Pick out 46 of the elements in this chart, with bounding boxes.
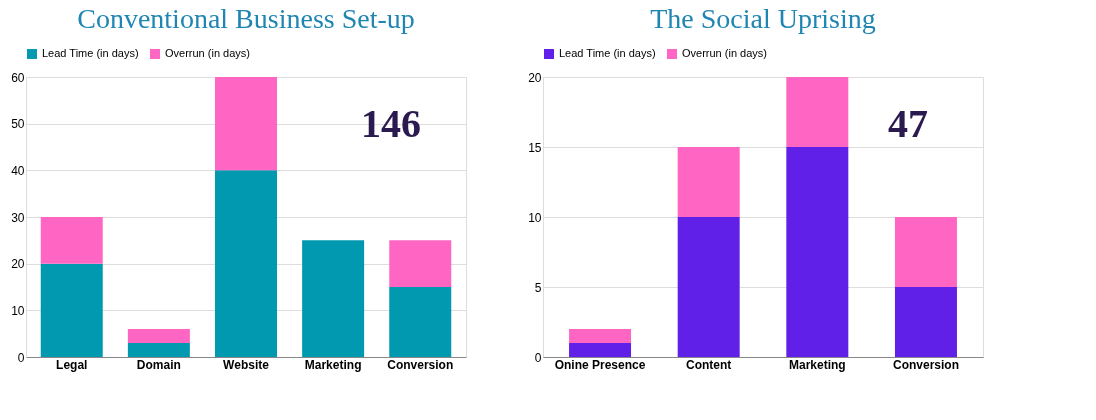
chart-title: The Social Uprising bbox=[650, 3, 876, 34]
bar bbox=[215, 170, 277, 357]
y-tick-label: 10 bbox=[528, 210, 542, 225]
legend-label: Overrun (in days) bbox=[165, 47, 250, 59]
legend-label: Overrun (in days) bbox=[682, 47, 767, 59]
x-tick-label: Marketing bbox=[788, 357, 846, 372]
bar bbox=[389, 287, 452, 357]
x-tick-label: Domain bbox=[136, 357, 181, 372]
y-tick-label: 60 bbox=[11, 70, 25, 85]
y-tick-label: 30 bbox=[11, 210, 25, 225]
bar bbox=[40, 217, 103, 264]
x-tick-label: Legal bbox=[56, 357, 88, 372]
x-tick-label: Marketing bbox=[304, 357, 362, 372]
y-tick-label: 15 bbox=[528, 140, 542, 155]
annotation: 47 bbox=[888, 101, 928, 146]
y-tick-label: 0 bbox=[17, 350, 25, 365]
bar bbox=[215, 77, 277, 171]
bar bbox=[786, 77, 849, 147]
chart-title: Conventional Business Set-up bbox=[77, 3, 415, 34]
bar bbox=[569, 329, 632, 343]
bar bbox=[127, 343, 190, 357]
bar bbox=[389, 240, 452, 287]
legend-label: Lead Time (in days) bbox=[42, 47, 139, 59]
y-tick-label: 5 bbox=[534, 280, 542, 295]
y-tick-label: 20 bbox=[528, 70, 542, 85]
x-tick-label: Content bbox=[686, 357, 732, 372]
x-tick-label: Onine Presence bbox=[554, 357, 646, 372]
bar bbox=[894, 217, 957, 287]
x-tick-label: Website bbox=[223, 357, 270, 372]
bar bbox=[40, 263, 103, 357]
y-tick-label: 20 bbox=[11, 257, 25, 272]
y-tick-label: 50 bbox=[11, 117, 25, 132]
bar bbox=[302, 240, 365, 357]
bar bbox=[569, 343, 632, 357]
bar bbox=[894, 287, 957, 357]
bar bbox=[786, 147, 849, 357]
bar bbox=[677, 147, 740, 217]
y-tick-label: 0 bbox=[534, 350, 542, 365]
x-tick-label: Conversion bbox=[892, 357, 959, 372]
annotation: 146 bbox=[361, 101, 421, 146]
y-tick-label: 40 bbox=[11, 163, 25, 178]
legend-label: Lead Time (in days) bbox=[559, 47, 656, 59]
bar bbox=[677, 217, 740, 357]
bar bbox=[127, 329, 190, 343]
y-tick-label: 10 bbox=[11, 303, 25, 318]
x-tick-label: Conversion bbox=[387, 357, 454, 372]
